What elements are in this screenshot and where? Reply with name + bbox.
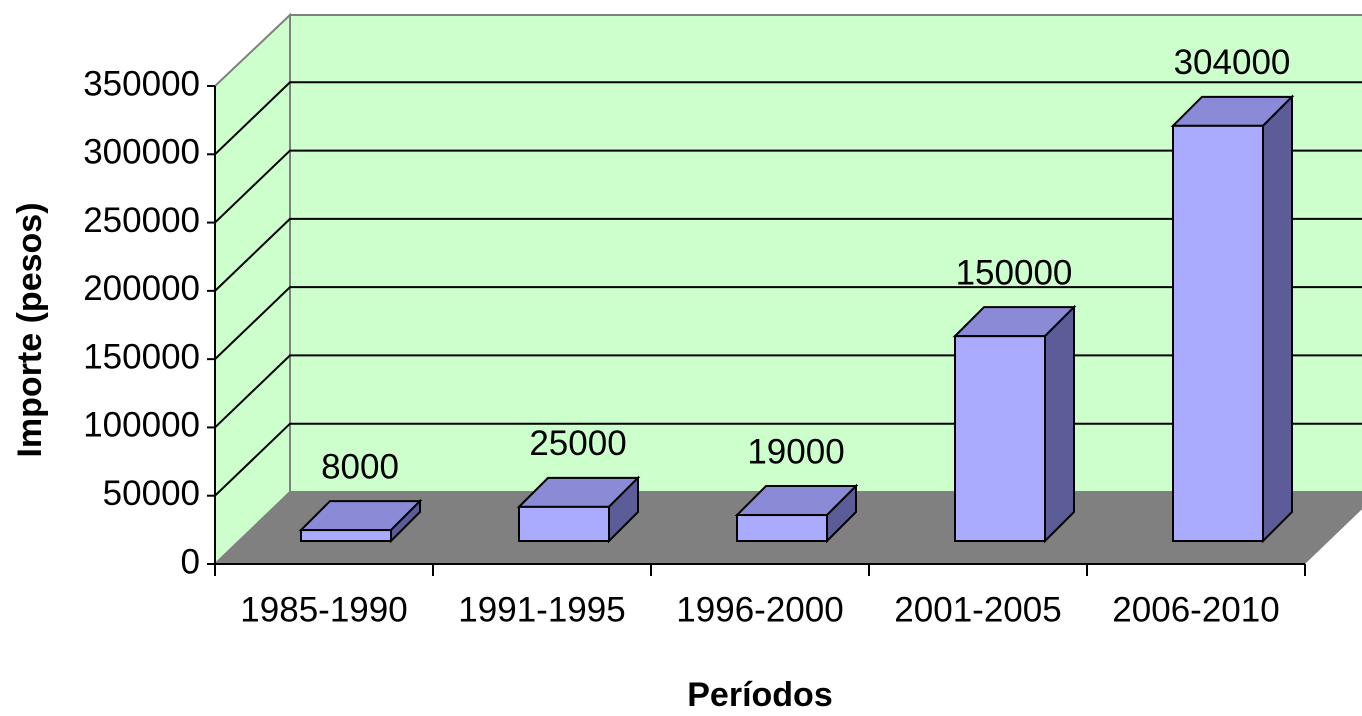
y-tick-label: 0 [181,542,200,581]
grid-line [214,286,1362,360]
value-label: 25000 [529,424,626,463]
x-tick-label: 2006-2010 [1112,590,1279,629]
y-tick-label: 350000 [83,64,200,103]
y-tick-label: 100000 [83,406,200,445]
bar-side [1262,94,1293,544]
y-axis-title: Importe (pesos) [11,202,49,457]
bar [1170,94,1295,544]
grid-line [214,217,1362,292]
value-label: 304000 [1174,43,1291,82]
bar-side [1044,304,1075,544]
side-wall [214,12,291,567]
bar [298,498,423,544]
grid-line [214,149,1362,224]
x-tick-label: 2001-2005 [894,590,1061,629]
bar-front [300,529,392,542]
bar-front [954,335,1046,542]
value-label: 19000 [747,432,844,471]
value-label: 8000 [321,447,399,486]
x-axis-title: Períodos [687,676,832,714]
value-label: 150000 [956,253,1073,292]
bar-front [1172,124,1264,543]
y-tick-label: 300000 [83,133,200,172]
bar-front [736,514,828,543]
bar [734,483,859,544]
bar [516,475,641,544]
bar [952,304,1077,544]
x-tick-label: 1996-2000 [676,590,843,629]
grid-line [214,81,1362,156]
x-tick-label: 1985-1990 [240,590,407,629]
bar-front [518,505,610,543]
x-tick-label: 1991-1995 [458,590,625,629]
y-tick-label: 150000 [83,337,200,376]
y-tick-label: 250000 [83,201,200,240]
y-tick-label: 200000 [83,269,200,308]
y-tick-label: 50000 [103,474,200,513]
